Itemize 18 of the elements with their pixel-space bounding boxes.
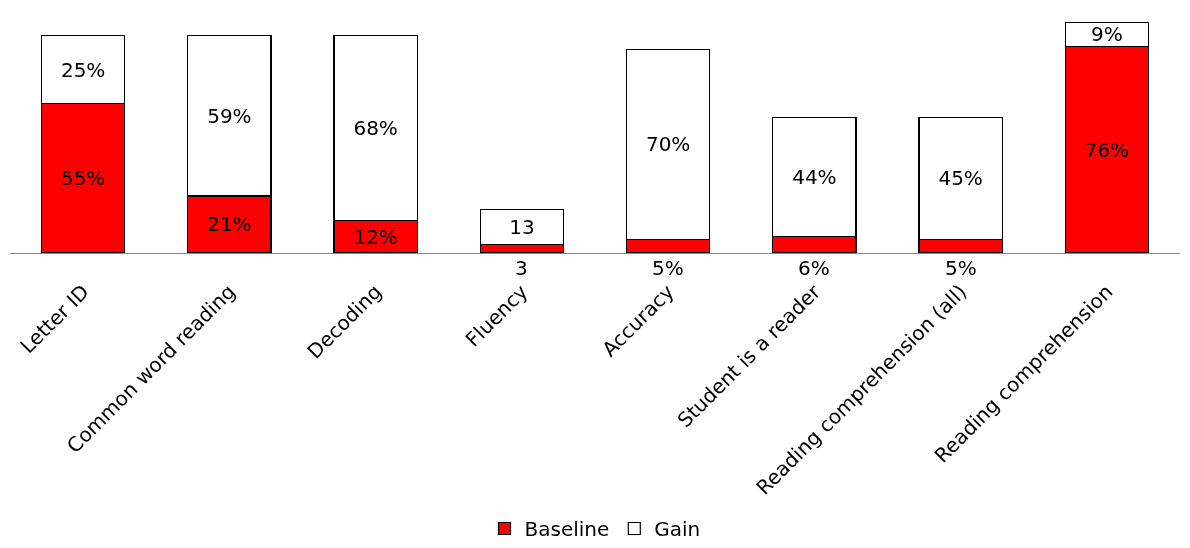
- data-label: 5%: [945, 256, 977, 280]
- data-label: 59%: [207, 103, 252, 128]
- data-label: 44%: [792, 164, 837, 189]
- data-label: 13: [509, 215, 535, 240]
- data-label: 9%: [1091, 22, 1123, 47]
- data-label: 70%: [645, 132, 691, 157]
- data-label: 45%: [938, 166, 983, 191]
- data-label: 55%: [60, 166, 106, 191]
- data-label: 25%: [60, 57, 106, 82]
- data-label: 3: [515, 256, 528, 280]
- data-label: 6%: [798, 256, 830, 280]
- legend-label: Gain: [654, 517, 701, 542]
- data-label: 5%: [652, 256, 684, 280]
- legend-label: Baseline: [524, 517, 610, 542]
- data-label: 21%: [207, 212, 252, 237]
- data-label: 76%: [1084, 137, 1130, 162]
- data-label: 68%: [353, 116, 398, 141]
- data-label: 12%: [353, 224, 398, 249]
